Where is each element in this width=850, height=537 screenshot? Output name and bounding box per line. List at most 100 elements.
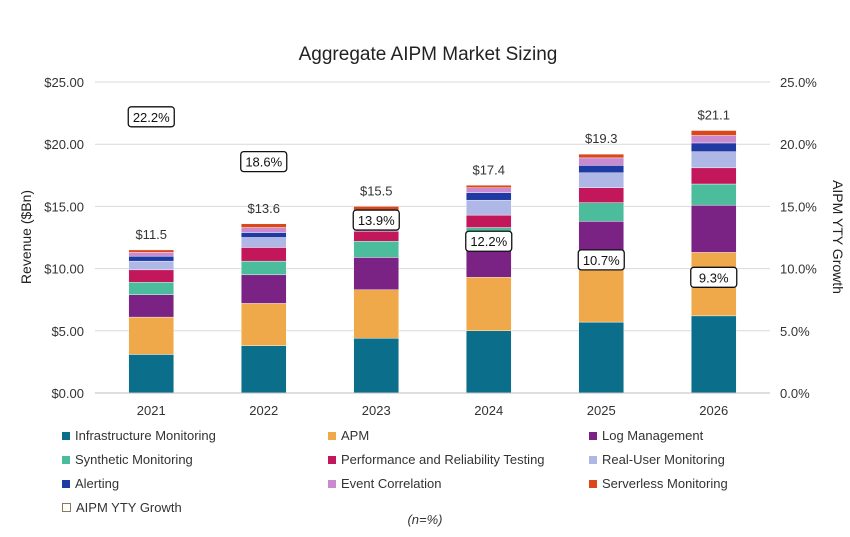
x-tick-label: 2022 (249, 403, 278, 418)
total-label: $21.1 (697, 108, 730, 123)
growth-marker (690, 266, 738, 288)
legend-label: Alerting (75, 476, 120, 491)
growth-label: 18.6% (245, 155, 282, 170)
legend-swatch (589, 480, 597, 488)
growth-marker (127, 106, 175, 128)
bar-segment (578, 153, 624, 159)
bar-segment (128, 255, 174, 262)
growth-label: 12.2% (470, 234, 507, 249)
bar-segment (691, 135, 737, 144)
bar-segment (241, 260, 287, 276)
data-labels: $11.5 22.2% $13.6 18.6% $15.5 13.9% $17.4 12.2%… (127, 106, 738, 288)
legend-swatch (62, 432, 70, 440)
legend-label: APM (341, 428, 370, 443)
growth-label: 22.2% (133, 110, 170, 125)
bar-segment (691, 167, 737, 185)
total-label: $17.4 (472, 162, 505, 177)
legend-item: Log Management (589, 428, 703, 443)
bar-segment (466, 199, 512, 216)
legend-item: Infrastructure Monitoring (62, 428, 216, 443)
x-tick-label: 2023 (362, 403, 391, 418)
bars (128, 130, 737, 394)
bar-segment (241, 232, 287, 238)
bar-segment (128, 294, 174, 318)
bar-segment (691, 183, 737, 206)
x-tick-label: 2025 (587, 403, 616, 418)
legend-label: Real-User Monitoring (602, 452, 725, 467)
legend-item: Synthetic Monitoring (62, 452, 193, 467)
y-tick-label: $5.00 (51, 324, 84, 339)
bar-segment (241, 227, 287, 233)
y2-tick-label: 0.0% (780, 386, 810, 401)
legend-label: Performance and Reliability Testing (341, 452, 545, 467)
bar-segment (466, 187, 512, 193)
y-tick-label: $15.00 (44, 199, 84, 214)
axes: $0.00 $5.00 $10.00 $15.00 $20.00 $25.00 0.0% 5.… (44, 75, 817, 418)
bar-segment (241, 345, 287, 394)
legend-swatch (62, 480, 70, 488)
legend-label: Event Correlation (341, 476, 442, 491)
bar-segment (241, 274, 287, 304)
growth-marker (352, 209, 400, 231)
total-label: $13.6 (247, 201, 280, 216)
chart-title: Aggregate AIPM Market Sizing (299, 44, 558, 65)
y-tick-label: $20.00 (44, 137, 84, 152)
y2-axis-label: AIPM YTY Growth (830, 180, 846, 294)
bar-segment (578, 187, 624, 203)
bar-segment (691, 315, 737, 394)
legend-swatch (62, 456, 70, 464)
growth-marker (465, 230, 513, 252)
bar-segment (128, 269, 174, 283)
y2-tick-label: 20.0% (780, 137, 817, 152)
legend-label: AIPM YTY Growth (76, 500, 182, 515)
gridlines (95, 81, 770, 332)
legend-swatch (328, 456, 336, 464)
y-tick-label: $25.00 (44, 75, 84, 90)
bar-segment (128, 282, 174, 295)
bar-segment (241, 247, 287, 262)
bar-segment (466, 277, 512, 332)
legend-swatch (589, 432, 597, 440)
bar-segment (128, 316, 174, 355)
y2-tick-label: 10.0% (780, 262, 817, 277)
legend-item: APM (328, 428, 369, 443)
legend-swatch (589, 456, 597, 464)
bar-segment (353, 241, 399, 258)
bar-segment (466, 214, 512, 228)
legend-label: Synthetic Monitoring (75, 452, 193, 467)
legend-label: Infrastructure Monitoring (75, 428, 216, 443)
total-label: $19.3 (585, 131, 618, 146)
y-axis-label: Revenue ($Bn) (18, 190, 34, 284)
bar-segment (691, 142, 737, 152)
growth-marker (577, 249, 625, 271)
y2-tick-label: 5.0% (780, 324, 810, 339)
bar-segment (241, 223, 287, 228)
growth-marker (240, 150, 288, 173)
total-label: $15.5 (360, 183, 393, 198)
bar-segment (128, 260, 174, 271)
legend-item: Serverless Monitoring (589, 476, 728, 491)
bar-segment (691, 130, 737, 136)
legend-swatch (62, 503, 71, 512)
bar-segment (353, 231, 399, 242)
bar-segment (466, 192, 512, 201)
bar-segment (241, 303, 287, 346)
bar-segment (578, 165, 624, 174)
x-tick-label: 2024 (474, 403, 503, 418)
bar-segment (578, 265, 624, 323)
legend-item: AIPM YTY Growth (62, 500, 182, 515)
bar-segment (691, 204, 737, 253)
y2-tick-label: 25.0% (780, 75, 817, 90)
legend-item: Real-User Monitoring (589, 452, 725, 467)
legend-item: Performance and Reliability Testing (328, 452, 545, 467)
footnote: (n=%) (407, 512, 443, 527)
bar-segment (241, 237, 287, 248)
y-tick-label: $10.00 (44, 262, 84, 277)
bar-segment (691, 151, 737, 169)
bar-segment (353, 338, 399, 394)
bar-segment (353, 257, 399, 290)
total-label: $11.5 (135, 227, 167, 242)
legend-label: Serverless Monitoring (602, 476, 728, 491)
bar-segment (128, 354, 174, 394)
